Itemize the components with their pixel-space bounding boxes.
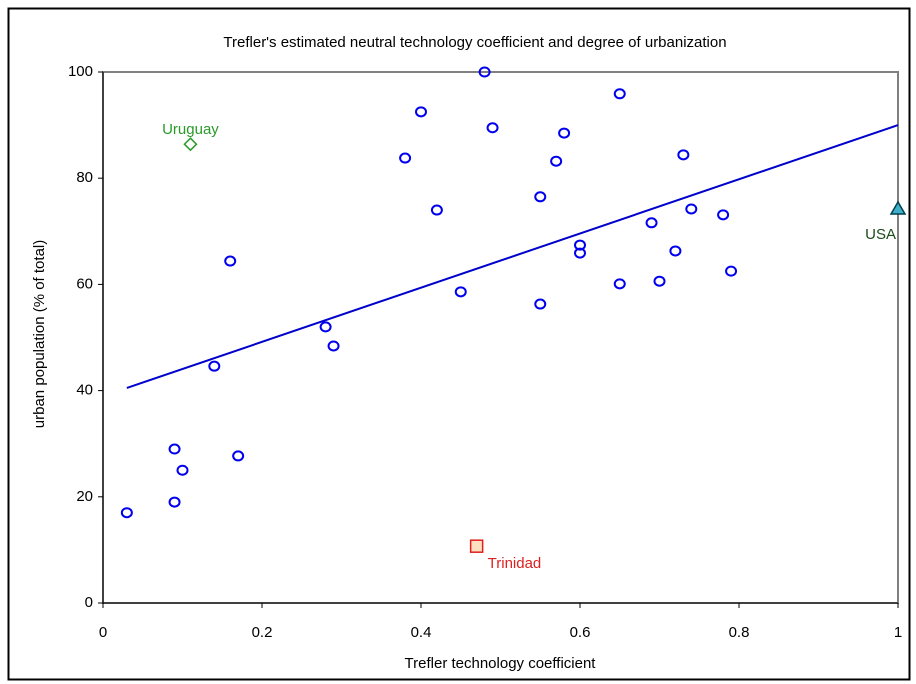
point bbox=[653, 275, 666, 287]
y-tick-label: 40 bbox=[76, 382, 93, 399]
y-tick-label: 100 bbox=[68, 63, 93, 80]
point-label: USA bbox=[865, 226, 896, 243]
chart-frame bbox=[7, 7, 911, 681]
point bbox=[478, 66, 491, 78]
y-tick-label: 20 bbox=[76, 488, 93, 505]
point bbox=[613, 278, 626, 290]
point-label: Trinidad bbox=[488, 555, 542, 572]
y-axis-label: urban population (% of total) bbox=[31, 240, 48, 428]
x-axis-label: Trefler technology coefficient bbox=[405, 655, 597, 672]
point bbox=[327, 340, 340, 352]
point bbox=[574, 239, 586, 251]
point bbox=[120, 507, 133, 519]
x-tick-label: 0.4 bbox=[411, 624, 432, 641]
point bbox=[685, 203, 698, 215]
labeled-point bbox=[469, 539, 484, 553]
plot-area bbox=[102, 71, 899, 604]
point bbox=[399, 152, 412, 164]
point bbox=[208, 360, 221, 372]
x-tick-label: 1 bbox=[894, 624, 902, 641]
point bbox=[176, 464, 189, 476]
point bbox=[574, 247, 586, 259]
point bbox=[613, 88, 626, 100]
labeled-point bbox=[889, 200, 907, 215]
point bbox=[319, 321, 332, 333]
point bbox=[415, 106, 427, 118]
point bbox=[717, 209, 730, 221]
point bbox=[534, 298, 547, 310]
point bbox=[550, 155, 563, 167]
point bbox=[486, 122, 499, 134]
point bbox=[677, 149, 690, 161]
x-tick-label: 0 bbox=[99, 624, 107, 641]
trend-line bbox=[126, 124, 899, 389]
point bbox=[725, 265, 738, 277]
y-tick-label: 60 bbox=[76, 275, 93, 292]
y-tick-label: 0 bbox=[85, 594, 93, 611]
point bbox=[168, 496, 181, 508]
x-tick-label: 0.2 bbox=[252, 624, 273, 641]
labeled-point bbox=[183, 137, 198, 152]
chart-title: Trefler's estimated neutral technology c… bbox=[223, 34, 726, 51]
x-tick-label: 0.8 bbox=[729, 624, 750, 641]
x-tick-label: 0.6 bbox=[570, 624, 591, 641]
point bbox=[534, 191, 547, 203]
y-tick-label: 80 bbox=[76, 169, 93, 186]
point bbox=[224, 255, 237, 267]
point bbox=[669, 245, 682, 257]
point bbox=[168, 443, 181, 455]
point bbox=[454, 286, 467, 298]
point bbox=[558, 127, 571, 139]
point-label: Uruguay bbox=[162, 121, 219, 138]
point bbox=[645, 217, 658, 229]
point bbox=[430, 204, 443, 216]
point bbox=[232, 450, 245, 462]
